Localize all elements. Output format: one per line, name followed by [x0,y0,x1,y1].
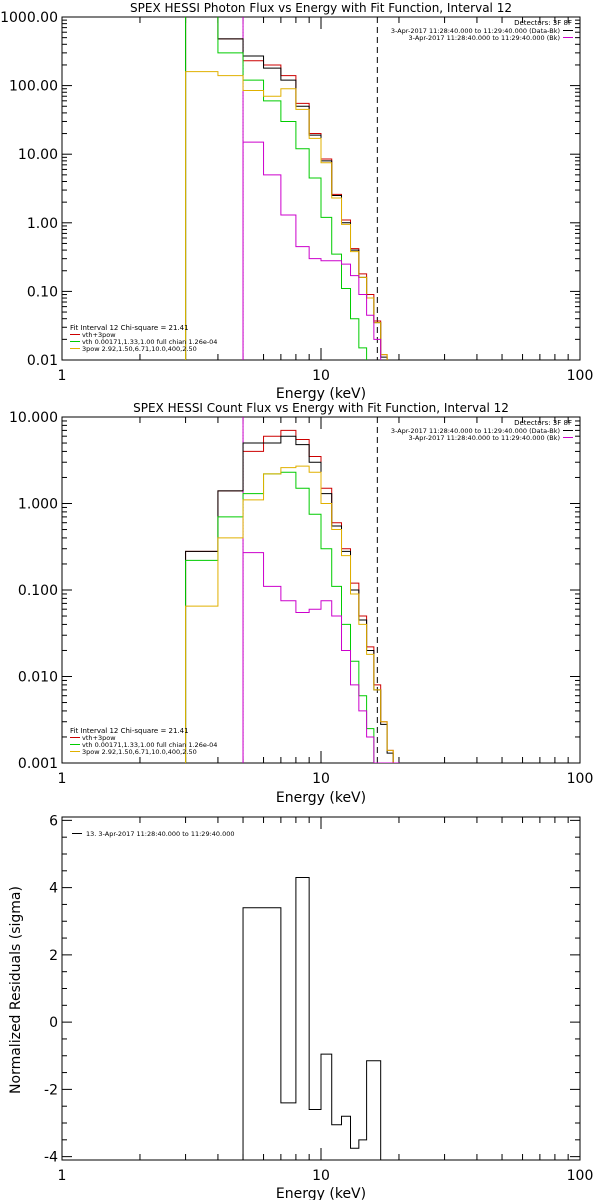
legend-label: 3-Apr-2017 11:28:40.000 to 11:29:40.000 … [409,34,560,42]
y-tick-label: -2 [44,1082,58,1098]
legend-label: 13. 3-Apr-2017 11:28:40.000 to 11:29:40.… [86,830,235,838]
y-tick-label: 0.100 [18,583,58,599]
series-line-1 [185,435,400,763]
legend-label: 3pow 2.92,1.50,6.71,10.0,400,2.50 [82,345,197,353]
x-axis-label: Energy (keV) [276,1186,366,1200]
series-line-1 [185,17,388,360]
plot-area [242,877,382,1160]
series-line-0 [185,17,388,360]
x-tick-label: 1 [58,771,67,787]
legend-label: 3-Apr-2017 11:28:40.000 to 11:29:40.000 … [391,427,560,435]
series-line-2 [185,17,368,360]
photon-flux-panel: SPEX HESSI Photon Flux vs Energy with Fi… [0,1,594,402]
series-line-4 [242,552,400,763]
x-tick-label: 1 [58,1168,67,1184]
series-line-4 [242,141,382,360]
x-axis-label: Energy (keV) [276,790,366,806]
x-tick-label: 10 [312,771,330,787]
legend-label: vth+3pow [82,331,116,339]
legend-header: Detectors: 3F 8F [514,419,572,427]
series-line-0 [242,877,382,1160]
series-line-3 [185,71,388,360]
legend-label: vth+3pow [82,734,116,742]
plot-area [185,17,388,360]
y-tick-label: 6 [49,813,58,829]
y-tick-label: 0 [49,1015,58,1031]
y-tick-label: 2 [49,948,58,964]
y-tick-label: 1.000 [18,497,58,513]
x-tick-label: 10 [312,1168,330,1184]
y-tick-label: 0.010 [18,670,58,686]
y-tick-label: 1.00 [27,216,58,232]
chart-title: SPEX HESSI Count Flux vs Energy with Fit… [133,401,509,415]
x-tick-label: 100 [567,368,594,384]
y-tick-label: -4 [44,1150,58,1166]
legend-label: vth 0.00171,1.33,1.00 full chian 1.26e-0… [82,741,217,749]
legend-label: 3-Apr-2017 11:28:40.000 to 11:29:40.000 … [409,434,560,442]
chart-title: SPEX HESSI Photon Flux vs Energy with Fi… [130,1,512,15]
count-flux-panel: SPEX HESSI Count Flux vs Energy with Fit… [9,401,593,806]
x-tick-label: 1 [58,368,67,384]
x-tick-label: 10 [312,368,330,384]
x-axis-label: Energy (keV) [276,386,366,402]
y-tick-label: 1000.00 [0,10,58,26]
y-tick-label: 4 [49,881,58,897]
series-line-3 [185,465,400,763]
y-tick-label: 100.00 [9,79,58,95]
legend-label: vth 0.00171,1.33,1.00 full chian 1.26e-0… [82,338,217,346]
x-tick-label: 100 [567,1168,594,1184]
legend-header: Fit Interval 12 Chi-square = 21.41 [70,324,189,332]
legend-header: Fit Interval 12 Chi-square = 21.41 [70,727,189,735]
y-tick-label: 0.10 [27,284,58,300]
y-tick-label: 0.001 [18,756,58,772]
legend-header: Detectors: 3F 8F [514,19,572,27]
y-tick-label: 0.01 [27,353,58,369]
legend-label: 3-Apr-2017 11:28:40.000 to 11:29:40.000 … [391,27,560,35]
y-tick-label: 10.00 [18,147,58,163]
plot-area [185,417,400,763]
x-tick-label: 100 [567,771,594,787]
y-axis-label: Normalized Residuals (sigma) [8,886,24,1094]
y-tick-label: 10.000 [9,410,58,426]
residuals-panel: Energy (keV) Normalized Residuals (sigma… [8,813,593,1200]
legend-label: 3pow 2.92,1.50,6.71,10.0,400,2.50 [82,748,197,756]
